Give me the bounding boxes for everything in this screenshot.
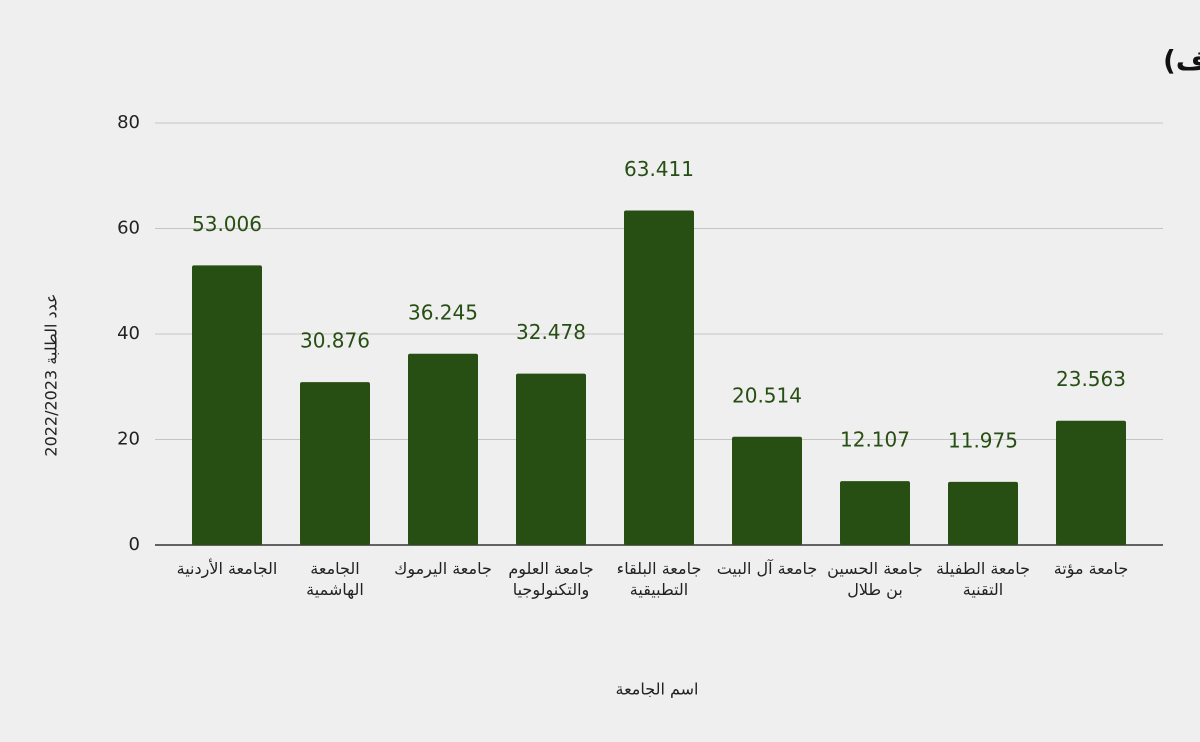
bar: [948, 481, 1018, 545]
x-tick-label: جامعة العلوم والتكنولوجيا: [508, 559, 594, 599]
x-axis-title: اسم الجامعة: [616, 680, 699, 699]
bar: [732, 436, 802, 545]
y-tick-label: 80: [117, 112, 140, 133]
x-tick-label: جامعة البلقاء التطبيقية: [616, 559, 702, 599]
bar: [192, 265, 262, 545]
data-label: 30.876: [300, 329, 370, 353]
bar: [408, 353, 478, 545]
x-tick-label: جامعة آل البيت: [716, 559, 818, 578]
y-tick-label: 40: [117, 323, 140, 344]
x-tick-label: الجامعة الهاشمية: [306, 559, 364, 599]
x-tick-label: جامعة مؤتة: [1053, 559, 1129, 578]
bar: [1056, 420, 1126, 545]
data-label: 11.975: [948, 428, 1018, 452]
x-tick-label: جامعة الحسين بن طلال: [827, 559, 923, 599]
chart-title: أعداد الطلبة في الجامعات الحكومية (بالآل…: [1163, 42, 1200, 77]
x-tick-label: جامعة الطفيلة التقنية: [936, 559, 1030, 599]
y-tick-label: 20: [117, 429, 140, 450]
x-tick-label: جامعة اليرموك: [394, 559, 492, 578]
bar: [840, 481, 910, 545]
data-label: 23.563: [1056, 367, 1126, 391]
bar: [516, 373, 586, 545]
y-tick-label: 60: [117, 218, 140, 239]
y-axis-title: عدد الطلبة 2022/2023: [42, 293, 61, 456]
data-label: 20.514: [732, 383, 802, 407]
x-tick-label: الجامعة الأردنية: [176, 559, 278, 578]
data-label: 32.478: [516, 320, 586, 344]
data-label: 12.107: [840, 428, 910, 452]
data-label: 53.006: [192, 212, 262, 236]
y-tick-label: 0: [129, 534, 140, 555]
data-label: 36.245: [408, 300, 478, 324]
data-label: 63.411: [624, 157, 694, 181]
bar: [624, 210, 694, 546]
bar: [300, 382, 370, 545]
